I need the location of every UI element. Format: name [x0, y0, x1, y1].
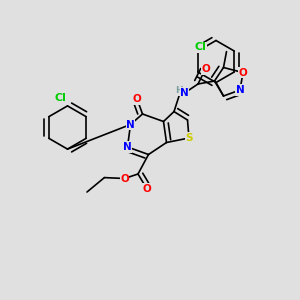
Text: H: H [175, 86, 182, 95]
Text: O: O [142, 184, 152, 194]
Text: N: N [123, 142, 132, 152]
Text: Cl: Cl [195, 42, 207, 52]
Text: Cl: Cl [54, 93, 66, 103]
Text: O: O [133, 94, 142, 104]
Text: S: S [185, 133, 193, 143]
Text: O: O [120, 173, 129, 184]
Text: O: O [238, 68, 247, 78]
Text: N: N [126, 119, 135, 130]
Text: N: N [236, 85, 244, 95]
Text: O: O [201, 64, 210, 74]
Text: N: N [180, 88, 189, 98]
